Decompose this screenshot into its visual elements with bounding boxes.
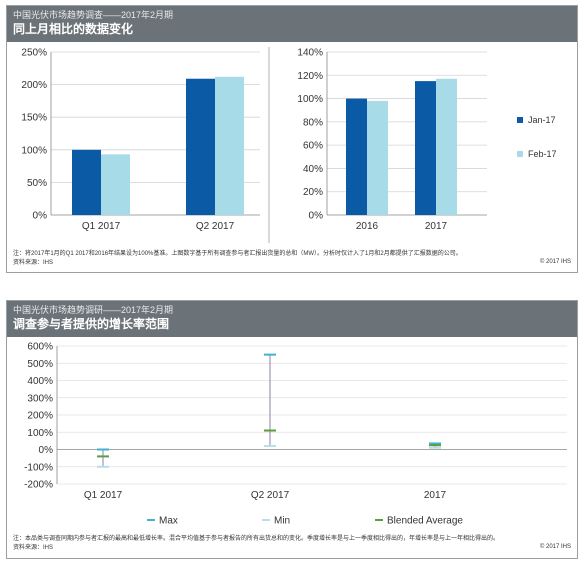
range-chart: -200% -100% 0% 100% 200% 300% 400% 500% 600% Q1 2…: [24, 342, 567, 527]
legend-swatch: [517, 151, 523, 157]
y-tick-label: 50%: [27, 178, 47, 189]
x-tick-label: Q2 2017: [251, 490, 290, 501]
y-tick-label: 0%: [33, 211, 48, 222]
header-subtitle: 中国光伏市场趋势调查——2017年2月期: [13, 10, 174, 20]
legend-label: Feb-17: [528, 149, 557, 159]
bar-jan-17: [186, 78, 215, 215]
y-tick-label: -100%: [24, 462, 53, 473]
note-text: 注：将2017年1月的Q1 2017和2016年结果设为100%基准。上图数字基…: [13, 251, 462, 257]
y-tick-label: 250%: [21, 48, 47, 59]
bar-jan-17: [346, 98, 367, 215]
y-tick-label: 40%: [303, 164, 323, 175]
panel-header: 中国光伏市场趋势调研——2017年2月期 调查参与者提供的增长率范围: [7, 301, 577, 337]
header-subtitle: 中国光伏市场趋势调研——2017年2月期: [13, 305, 174, 315]
y-tick-label: -200%: [24, 480, 53, 491]
note-text: 注：本品类与调查同期内参与者汇报的最高和最低增长率。混合平均值基于参与者报告的所…: [13, 536, 500, 542]
x-tick-label: Q1 2017: [84, 490, 123, 501]
bar-feb-17: [436, 78, 457, 216]
y-tick-label: 60%: [303, 141, 323, 152]
legend-label: Min: [274, 516, 290, 527]
y-tick-label: 0%: [309, 211, 324, 222]
y-tick-label: 120%: [297, 71, 323, 82]
bar-feb-17: [367, 100, 388, 215]
bar-charts: 0% 50% 100% 150% 200% 250% Q1 2017 Q2 2017 0% 20%…: [21, 47, 557, 243]
legend-label: Max: [159, 516, 178, 527]
legend-label: Blended Average: [387, 516, 463, 527]
footnote: 注：本品类与调查同期内参与者汇报的最高和最低增长率。混合平均值基于参与者报告的所…: [13, 535, 518, 553]
x-tick-label: 2017: [424, 490, 447, 501]
source-text: 资料来源：IHS: [13, 260, 54, 266]
copyright: © 2017 IHS: [539, 544, 571, 550]
chart-panel-monthly-change: 中国光伏市场趋势调查——2017年2月期 同上月相比的数据变化 0% 50% 100…: [6, 5, 578, 273]
bar-jan-17: [72, 149, 101, 215]
x-tick-label: Q2 2017: [196, 221, 235, 232]
bar-feb-17: [215, 76, 244, 215]
y-tick-label: 200%: [21, 80, 47, 91]
y-tick-label: 200%: [27, 411, 53, 422]
y-tick-label: 100%: [297, 94, 323, 105]
bar-feb-17: [101, 154, 130, 215]
y-tick-label: 80%: [303, 117, 323, 128]
x-tick-label: Q1 2017: [82, 221, 121, 232]
footnote: 注：将2017年1月的Q1 2017和2016年结果设为100%基准。上图数字基…: [13, 250, 518, 268]
legend-label: Jan-17: [528, 115, 556, 125]
x-tick-label: 2017: [425, 221, 448, 232]
bar-jan-17: [415, 81, 436, 215]
header-title: 同上月相比的数据变化: [13, 22, 134, 36]
y-tick-label: 20%: [303, 187, 323, 198]
y-tick-label: 100%: [21, 145, 47, 156]
y-tick-label: 100%: [27, 428, 53, 439]
x-tick-label: 2016: [356, 221, 379, 232]
source-text: 资料来源：IHS: [13, 545, 54, 551]
legend-swatch: [517, 117, 523, 123]
y-tick-label: 400%: [27, 376, 53, 387]
y-tick-label: 0%: [39, 445, 54, 456]
y-tick-label: 500%: [27, 359, 53, 370]
y-tick-label: 140%: [297, 48, 323, 59]
chart-panel-growth-range: 中国光伏市场趋势调研——2017年2月期 调查参与者提供的增长率范围 -200%…: [6, 300, 578, 559]
copyright: © 2017 IHS: [539, 259, 571, 265]
y-tick-label: 150%: [21, 113, 47, 124]
panel-header: 中国光伏市场趋势调查——2017年2月期 同上月相比的数据变化: [7, 6, 577, 42]
y-tick-label: 600%: [27, 342, 53, 353]
header-title: 调查参与者提供的增长率范围: [13, 317, 170, 331]
y-tick-label: 300%: [27, 393, 53, 404]
